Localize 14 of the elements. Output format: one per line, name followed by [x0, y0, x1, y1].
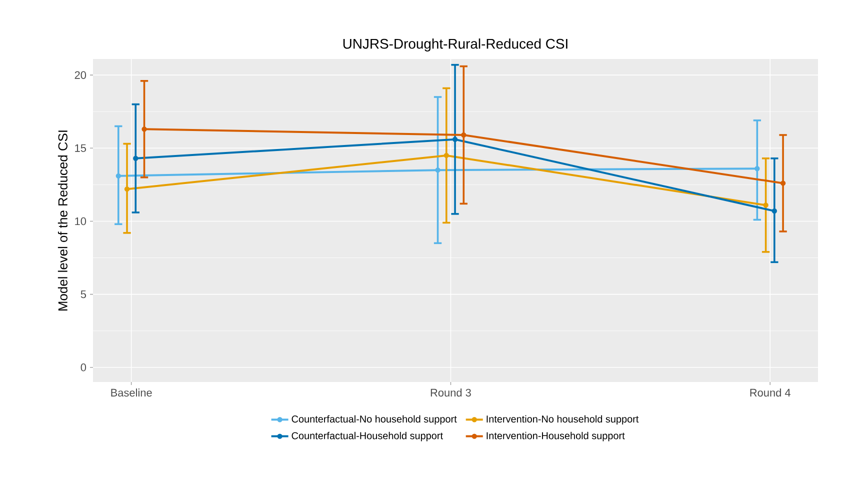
legend-label: Intervention-Household support	[486, 432, 625, 442]
y-tick-label: 0	[80, 364, 86, 372]
y-tick-label: 10	[75, 217, 86, 226]
legend-label: Counterfactual-Household support	[292, 432, 443, 442]
y-tick-label: 5	[80, 290, 86, 298]
x-tick-label: Baseline	[111, 388, 152, 397]
y-axis-title: Model level of the Reduced CSI	[58, 130, 68, 311]
legend-label: Counterfactual-No household support	[292, 415, 457, 425]
legend-label: Intervention-No household support	[486, 415, 639, 425]
y-tick-label: 20	[74, 71, 86, 79]
x-tick-label: Round 3	[430, 388, 471, 397]
y-tick-label: 15	[75, 144, 86, 152]
chart-title: UNJRS-Drought-Rural-Reduced CSI	[343, 38, 568, 52]
x-tick-label: Round 4	[750, 388, 790, 397]
